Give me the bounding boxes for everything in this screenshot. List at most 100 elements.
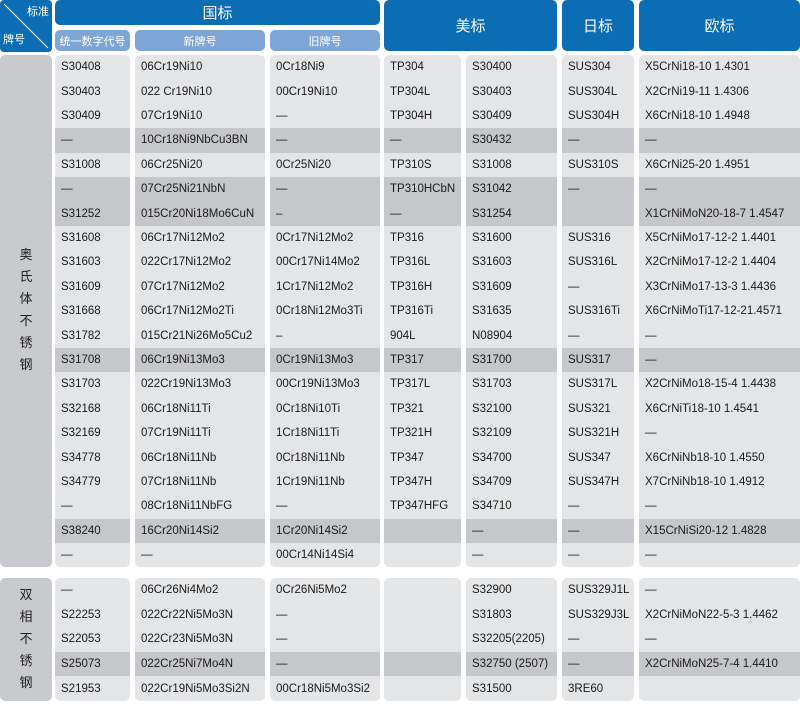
table-cell: 00Cr17Ni14Mo2	[276, 256, 360, 269]
table-cell: 16Cr20Ni14Si2	[135, 518, 265, 543]
table-cell	[384, 676, 461, 701]
table-cell: X2CrNi19-11 1.4306	[645, 85, 749, 98]
table-cell: TP347H	[390, 475, 433, 488]
table-cell: —	[568, 633, 580, 646]
table-cell: TP347HFG	[390, 500, 449, 513]
table-cell: TP317	[384, 347, 461, 373]
table-cell: 07Cr18Ni11Nb	[141, 475, 217, 488]
section-label-char: 双	[19, 587, 33, 603]
column-us-tp: TP304 TP304L TP304H — TP310S TP310HCbN — TP316 T…	[384, 55, 461, 568]
table-cell: 00Cr19Ni10	[276, 85, 338, 98]
table-cell: S34709	[472, 475, 512, 488]
table-cell: 0Cr18Ni9	[276, 61, 325, 74]
table-cell: TP316Ti	[390, 305, 434, 318]
table-cell: S31008	[472, 158, 512, 171]
table-cell: S31500	[472, 682, 512, 695]
column-old-grade: 0Cr26Ni5Mo2 — — — 00Cr18Ni5Mo3Si2	[270, 578, 380, 701]
table-cell: SUS304	[568, 61, 611, 74]
table-cell: S34700	[472, 451, 512, 464]
table-cell	[384, 651, 461, 677]
table-cell: S32168	[61, 402, 101, 415]
table-cell: —	[61, 549, 73, 562]
table-cell: S31609	[472, 280, 512, 293]
section-label-char: 不	[19, 314, 33, 330]
table-cell: S30432	[466, 128, 557, 153]
table-cell	[384, 603, 461, 628]
table-cell: 00Cr18Ni5Mo3Si2	[276, 682, 370, 695]
table-cell: X2CrNiMoN25-7-4 1.4410	[639, 651, 800, 677]
table-cell: 06Cr18Ni11Nb	[141, 451, 217, 464]
table-cell: —	[276, 500, 288, 513]
table-cell: TP304H	[390, 109, 433, 122]
table-cell: S34779	[61, 475, 101, 488]
table-cell: S31603	[61, 256, 101, 269]
table-cell: 0Cr18Ni12Mo3Ti	[276, 305, 363, 318]
table-cell: —	[645, 549, 657, 562]
table-cell: —	[562, 128, 634, 153]
table-cell: 022Cr25Ni7Mo4N	[135, 651, 265, 677]
table-cell: 1Cr17Ni12Mo2	[276, 280, 354, 293]
table-cell: SUS317	[562, 347, 634, 373]
table-cell: 1Cr18Ni11Ti	[276, 427, 340, 440]
table-cell: S22053	[61, 633, 101, 646]
table-cell: TP310S	[390, 158, 432, 171]
table-cell: 07Cr25Ni21NbN	[135, 177, 265, 202]
column-en: — X2CrNiMoN22-5-3 1.4462 — X2CrNiMoN25-7-4 …	[639, 578, 800, 701]
table-cell: 0Cr18Ni11Nb	[276, 451, 345, 464]
table-cell: —	[639, 177, 800, 202]
table-cell: —	[568, 549, 580, 562]
table-cell: —	[61, 500, 73, 513]
table-cell: —	[384, 128, 461, 153]
table-cell: 904L	[390, 329, 416, 342]
table-cell: S31609	[61, 280, 101, 293]
table-cell: 022Cr19Ni13Mo3	[141, 378, 232, 391]
table-cell: SUS329J1L	[568, 584, 630, 597]
table-cell: SUS316Ti	[568, 305, 620, 318]
table-cell: 06Cr18Ni11Ti	[141, 402, 211, 415]
column-unified-code: S30408 S30403 S30409— S31008— S31252 S31608 S3…	[55, 55, 130, 568]
table-cell: S25073	[55, 651, 130, 677]
table-cell: —	[466, 518, 557, 543]
table-cell: 015Cr21Ni26Mo5Cu2	[141, 329, 253, 342]
table-cell: —	[55, 177, 130, 202]
subheader-old-grade: 旧牌号	[270, 30, 380, 51]
table-cell: —	[562, 651, 634, 677]
table-cell: S30403	[61, 85, 101, 98]
table-cell: S31803	[472, 608, 512, 621]
table-cell: —	[55, 128, 130, 153]
table-cell: S22253	[61, 608, 101, 621]
table-cell: X5CrNi18-10 1.4301	[645, 61, 750, 74]
table-cell: 1Cr20Ni14Si2	[270, 518, 380, 543]
table-cell: X3CrNiMo17-13-3 1.4436	[645, 280, 777, 293]
section-label: 奥氏体不锈钢	[0, 55, 52, 568]
table-cell: 0Cr26Ni5Mo2	[276, 584, 347, 597]
section-label-char: 钢	[19, 358, 33, 374]
table-cell: S31703	[61, 378, 101, 391]
table-cell: X6CrNi18-10 1.4948	[645, 109, 750, 122]
table-cell: —	[276, 633, 288, 646]
table-cell: 0Cr19Ni13Mo3	[270, 347, 380, 373]
table-cell: S34778	[61, 451, 101, 464]
table-cell: 10Cr18Ni9NbCu3BN	[135, 128, 265, 153]
table-cell: TP321H	[390, 427, 433, 440]
column-old-grade: 0Cr18Ni9 00Cr19Ni10— —0Cr25Ni20— –0Cr17Ni12…	[270, 55, 380, 568]
table-cell: SUS304H	[568, 109, 620, 122]
table-cell: S32205(2205)	[472, 633, 545, 646]
table-cell: 06Cr19Ni13Mo3	[135, 347, 265, 373]
table-cell: —	[270, 128, 380, 153]
table-cell: S32169	[61, 427, 101, 440]
table-cell: X2CrNiMoN22-5-3 1.4462	[645, 608, 778, 621]
table-cell: SUS317L	[568, 378, 618, 391]
table-cell: 07Cr19Ni11Ti	[141, 427, 211, 440]
table-cell	[384, 627, 461, 652]
table-cell: X2CrNiMo17-12-2 1.4404	[645, 256, 777, 269]
table-cell: S31668	[61, 305, 101, 318]
table-cell: —	[568, 329, 580, 342]
table-cell: S31603	[472, 256, 512, 269]
table-cell: S32109	[472, 427, 512, 440]
table-cell: S38240	[55, 518, 130, 543]
table-cell: 06Cr26Ni4Mo2	[141, 584, 219, 597]
table-cell: S32750 (2507)	[466, 651, 557, 677]
table-cell: S31254	[466, 201, 557, 226]
